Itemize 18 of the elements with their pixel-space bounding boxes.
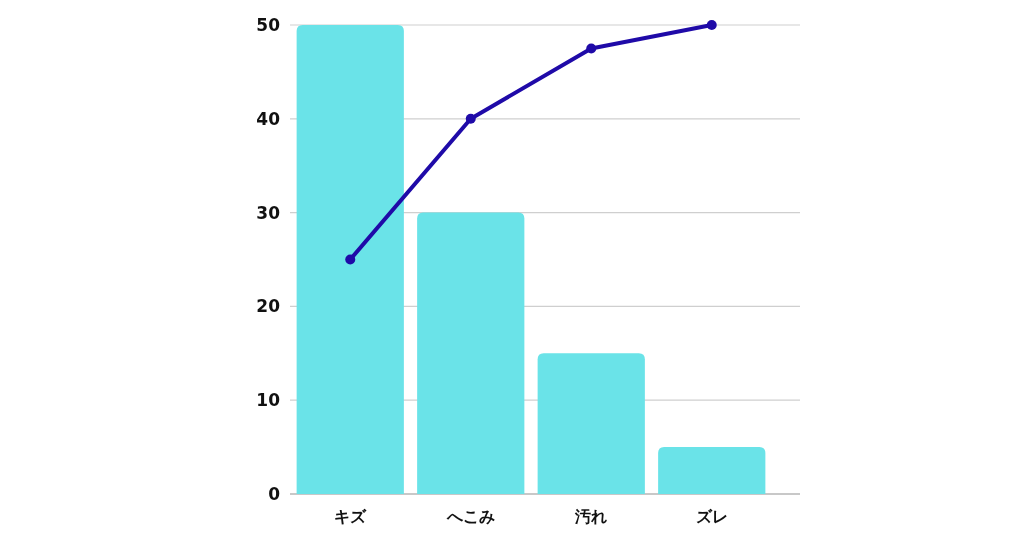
y-tick-label: 50 <box>256 15 281 35</box>
point <box>586 43 597 54</box>
x-tick-label: へこみ <box>445 507 495 526</box>
y-tick-label: 30 <box>256 202 281 223</box>
y-tick-label: 10 <box>256 390 281 411</box>
point <box>706 20 717 30</box>
bar <box>296 25 404 494</box>
x-tick-label: キズ <box>334 507 368 526</box>
x-tick-label: ズレ <box>695 507 728 526</box>
y-tick-label: 20 <box>256 296 281 317</box>
bar <box>417 212 525 494</box>
point <box>465 113 476 124</box>
bar <box>537 353 645 494</box>
y-tick-label: 0 <box>268 484 281 504</box>
y-tick-label: 40 <box>256 108 281 129</box>
x-tick-label: 汚れ <box>574 507 608 526</box>
bar <box>658 447 766 494</box>
point <box>345 254 356 265</box>
